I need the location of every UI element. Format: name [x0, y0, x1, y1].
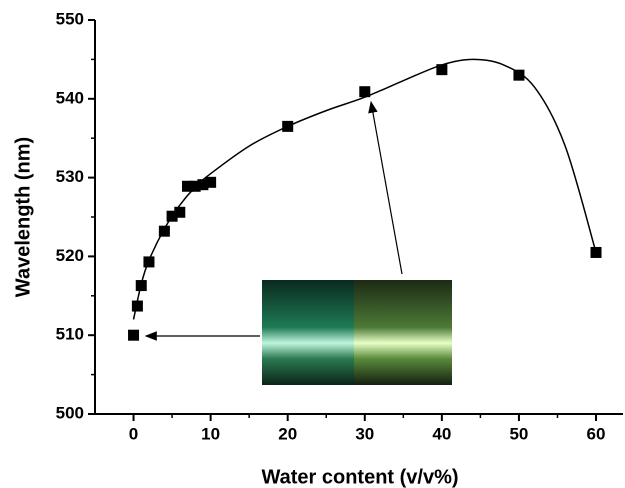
y-tick-label: 500	[56, 403, 84, 422]
data-point	[205, 176, 217, 188]
x-tick-label: 10	[201, 424, 220, 443]
data-point	[436, 64, 448, 76]
x-tick-label: 40	[432, 424, 451, 443]
data-point	[181, 180, 193, 192]
data-point	[359, 86, 371, 98]
y-tick-label: 540	[56, 88, 84, 107]
fit-curve	[132, 58, 597, 320]
x-tick-label: 0	[129, 424, 138, 443]
x-tick-label: 20	[278, 424, 297, 443]
y-tick-label: 510	[56, 325, 84, 344]
data-point	[174, 206, 186, 218]
x-tick-label: 30	[355, 424, 374, 443]
data-point	[513, 69, 525, 81]
y-tick-label: 550	[56, 9, 84, 28]
data-point	[128, 329, 140, 341]
data-point	[590, 246, 602, 258]
data-point	[131, 300, 143, 312]
x-tick-label: 50	[509, 424, 528, 443]
y-tick-label: 530	[56, 167, 84, 186]
inset-photo	[262, 280, 452, 385]
data-point	[197, 179, 209, 191]
y-axis-label: Wavelength (nm)	[12, 137, 34, 297]
y-tick-label: 520	[56, 246, 84, 265]
x-axis-label: Water content (v/v%)	[261, 466, 458, 488]
data-point	[158, 225, 170, 237]
arrow	[368, 100, 403, 275]
x-tick-label: 60	[587, 424, 606, 443]
